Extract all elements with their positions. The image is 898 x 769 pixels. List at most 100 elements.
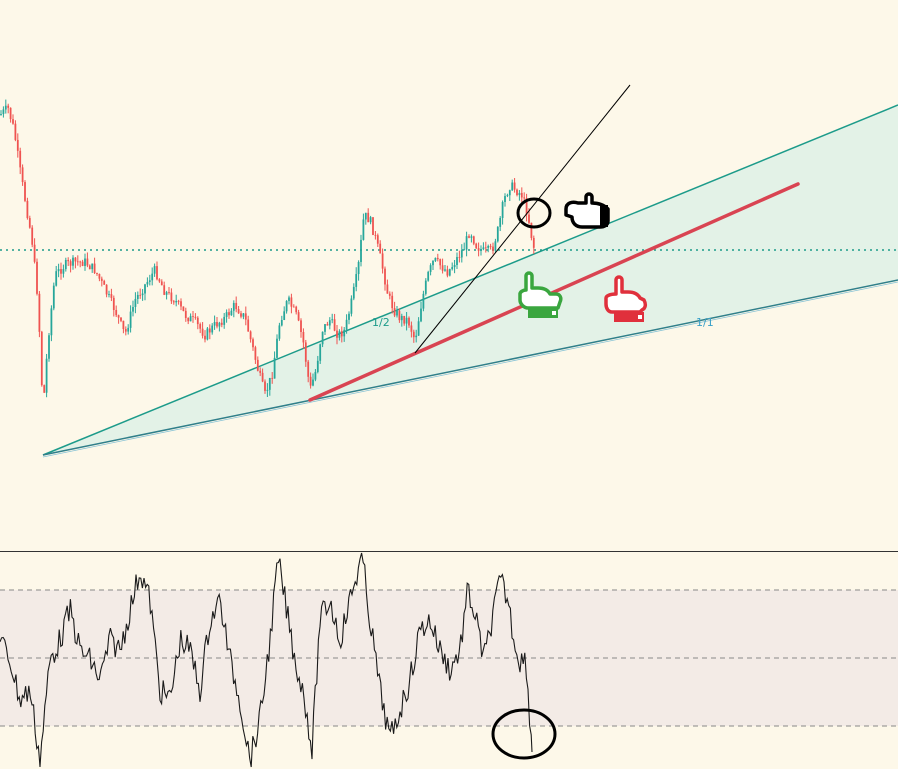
candle-body — [266, 389, 269, 391]
candle-body — [103, 280, 106, 285]
candle-body — [192, 316, 194, 317]
oscillator-line — [0, 552, 533, 768]
candle-body — [160, 281, 163, 286]
candle-body — [458, 257, 461, 258]
candle-body — [242, 313, 245, 317]
candle-body — [453, 264, 456, 268]
candle-body — [532, 237, 535, 248]
candle-body — [420, 308, 422, 322]
candle-body — [187, 317, 190, 322]
candle-body — [201, 328, 204, 336]
candle-body — [60, 269, 62, 274]
candle-body — [489, 245, 492, 247]
candle-body — [367, 212, 370, 223]
candle-body — [496, 226, 499, 242]
candle-body — [249, 331, 252, 340]
candle-body — [336, 330, 338, 338]
candle-body — [386, 284, 389, 294]
candle-body — [69, 261, 72, 266]
candle-body — [475, 243, 478, 249]
candle-body — [9, 107, 12, 120]
candle-body — [312, 379, 314, 386]
candle-body — [196, 317, 199, 325]
candle-body — [398, 310, 401, 321]
fan-label-full: 1/1 — [696, 316, 714, 329]
candle-body — [230, 310, 233, 316]
candle-body — [364, 212, 367, 220]
candle-body — [295, 306, 298, 313]
candle-body — [374, 234, 377, 236]
candle-body — [273, 357, 276, 379]
candle-body — [307, 361, 310, 377]
candle-body — [216, 321, 218, 327]
candle-body — [28, 218, 31, 228]
pointing-hand-down-icon-green — [518, 271, 563, 318]
candle-body — [350, 298, 353, 314]
candle-body — [343, 329, 346, 337]
candle-body — [441, 265, 444, 271]
candle-body — [36, 261, 38, 294]
candle-body — [448, 269, 451, 276]
candle-body — [115, 309, 118, 316]
candle-body — [410, 325, 413, 332]
candle-body — [470, 236, 473, 238]
candle-body — [38, 293, 41, 332]
candle-body — [465, 236, 468, 250]
candle-body — [487, 245, 490, 248]
candle-body — [333, 319, 336, 331]
candle-body — [40, 331, 43, 386]
candle-body — [81, 261, 84, 266]
candle-body — [345, 319, 348, 330]
candle-body — [254, 347, 257, 360]
candle-body — [439, 259, 442, 266]
candle-body — [86, 258, 89, 266]
candle-body — [304, 342, 307, 362]
candle-body — [432, 260, 434, 266]
candle-body — [288, 297, 290, 301]
candle-body — [415, 335, 418, 338]
candle-body — [338, 331, 341, 338]
candle-body — [240, 313, 242, 317]
candle-body — [355, 274, 358, 287]
candle-body — [276, 338, 278, 358]
candle-body — [211, 325, 214, 333]
candle-body — [408, 317, 410, 326]
candle-body — [525, 198, 528, 215]
oscillator-panel — [0, 552, 898, 769]
candle-body — [422, 293, 425, 309]
candle-body — [516, 189, 518, 196]
candle-body — [108, 294, 110, 295]
candle-body — [213, 321, 216, 326]
candle-body — [0, 114, 2, 115]
candle-body — [146, 281, 149, 285]
candle-body — [76, 261, 79, 263]
candle-body — [98, 273, 101, 279]
candle-body — [271, 377, 274, 379]
candle-body — [175, 300, 178, 303]
fan-line-upper — [42, 104, 898, 456]
candle-body — [223, 316, 226, 325]
candle-body — [278, 325, 281, 339]
candle-body — [256, 359, 259, 371]
candle-body — [319, 344, 322, 361]
candle-body — [148, 280, 151, 282]
candle-body — [264, 381, 266, 391]
candle-body — [127, 327, 130, 332]
candle-body — [235, 302, 238, 310]
candle-body — [48, 335, 50, 359]
candle-body — [165, 292, 168, 295]
red-trend-line — [308, 182, 800, 402]
candle-body — [144, 284, 146, 294]
candle-body — [360, 239, 362, 262]
candle-body — [199, 324, 202, 329]
candle-body — [400, 315, 403, 321]
candle-body — [393, 308, 396, 316]
candle-body — [57, 269, 60, 272]
candle-body — [379, 243, 382, 254]
candle-body — [268, 377, 271, 390]
black-trend-line — [414, 84, 631, 354]
candle-body — [523, 197, 526, 199]
candle-body — [96, 272, 98, 274]
candle-body — [79, 261, 82, 263]
oscillator-circle-marker-icon — [491, 708, 557, 760]
